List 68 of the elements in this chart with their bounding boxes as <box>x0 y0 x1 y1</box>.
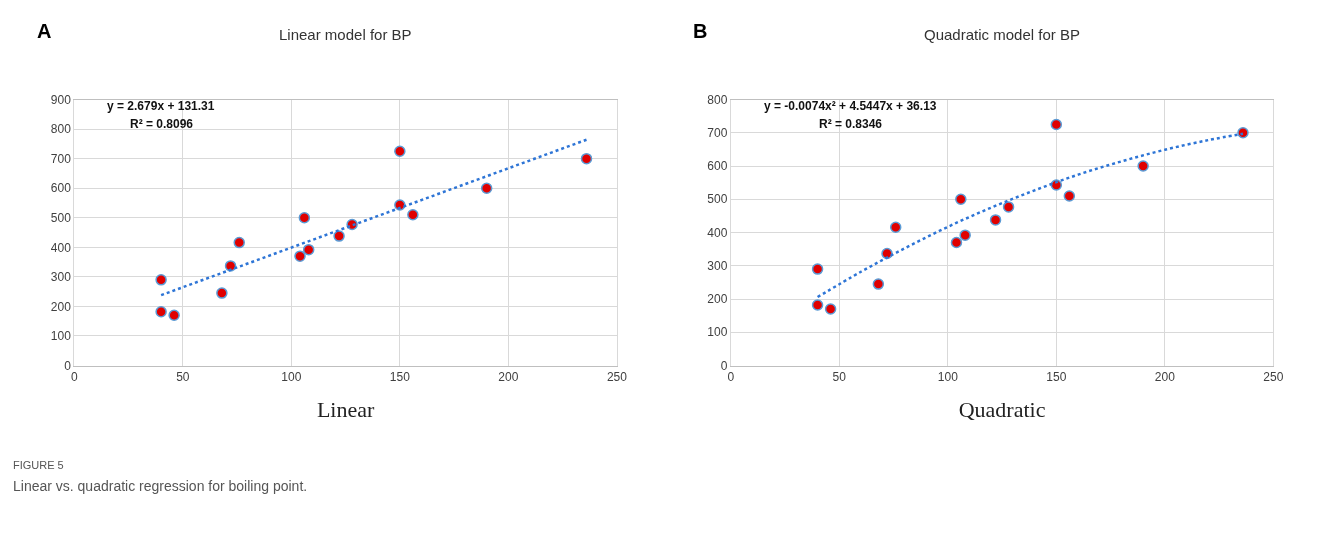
y-tick-label: 100 <box>50 329 72 344</box>
y-tick-label: 400 <box>707 225 728 240</box>
y-tick-label: 0 <box>64 358 72 373</box>
x-axis-title: Linear <box>316 396 375 422</box>
point <box>989 214 1002 226</box>
y-tick-label: 500 <box>50 210 72 225</box>
point <box>824 303 837 315</box>
point <box>298 212 311 224</box>
point <box>394 145 406 158</box>
y-tick-label: 800 <box>707 92 728 107</box>
point <box>407 209 419 221</box>
x-tick-label: 200 <box>498 369 519 384</box>
point <box>955 193 967 206</box>
point <box>294 250 306 262</box>
point <box>1063 190 1076 202</box>
annotation: y = -0.0074x² + 4.5447x + 36.13 <box>764 99 937 113</box>
y-tick-label: 700 <box>50 151 72 166</box>
annotation: R² = 0.8096 <box>130 117 194 131</box>
point <box>155 305 167 318</box>
point <box>811 263 824 275</box>
x-tick-label: 200 <box>1154 369 1176 384</box>
point <box>302 243 315 256</box>
chart-title: Linear model for BP <box>279 26 412 43</box>
point <box>1050 118 1063 131</box>
point <box>872 278 885 290</box>
text: A <box>37 20 52 42</box>
x-tick-label: 150 <box>389 369 411 384</box>
text: B <box>693 20 708 42</box>
x-tick-label: 50 <box>832 369 847 384</box>
point <box>333 230 345 242</box>
y-tick-label: 700 <box>707 126 728 140</box>
point <box>233 236 245 249</box>
x-tick-label: 150 <box>1046 369 1067 384</box>
y-tick-label: 600 <box>50 181 72 196</box>
annotation: y = 2.679x + 131.31 <box>107 99 215 113</box>
x-tick-label: 100 <box>937 369 959 384</box>
point <box>1137 160 1149 172</box>
x-tick-label: 250 <box>606 369 628 384</box>
point <box>959 229 971 241</box>
text: Linear vs. quadratic regression for boiling point. <box>13 478 308 494</box>
point <box>216 287 228 299</box>
y-tick-label: 600 <box>707 159 728 174</box>
x-tick-label: 50 <box>176 369 190 384</box>
point <box>168 309 180 322</box>
y-tick-label: 800 <box>50 122 72 137</box>
point <box>950 236 963 249</box>
y-tick-label: 300 <box>707 258 728 273</box>
y-tick-label: 200 <box>50 299 72 314</box>
point <box>580 152 593 165</box>
x-tick-label: 100 <box>281 369 302 384</box>
y-tick-label: 500 <box>707 192 728 207</box>
caption: FIGURE 5 <box>13 459 64 471</box>
y-tick-label: 100 <box>707 325 728 340</box>
point <box>1002 201 1015 213</box>
point <box>1237 127 1249 139</box>
y-tick-label: 0 <box>720 358 728 373</box>
annotation: R² = 0.8346 <box>819 117 883 131</box>
point <box>811 299 824 311</box>
y-tick-label: 400 <box>50 240 72 255</box>
x-tick-label: 250 <box>1263 369 1284 384</box>
point <box>155 274 167 286</box>
chart-title: Quadratic model for BP <box>924 26 1080 43</box>
point <box>889 221 902 233</box>
y-tick-label: 300 <box>50 270 72 285</box>
point <box>480 182 493 194</box>
y-tick-label: 200 <box>707 292 728 307</box>
y-tick-label: 900 <box>50 92 72 107</box>
x-axis-title: Quadratic <box>958 396 1046 422</box>
